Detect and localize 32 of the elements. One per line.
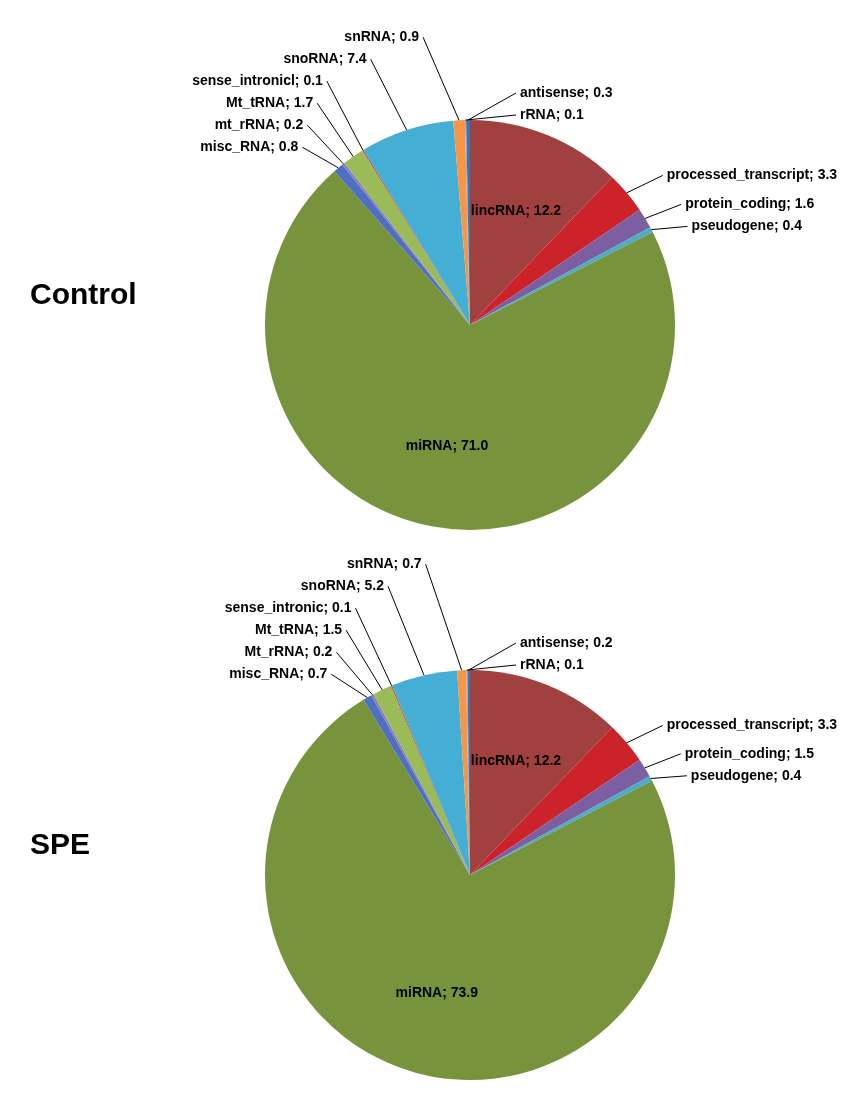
slice-label: rRNA; 0.1	[520, 106, 585, 123]
slice-label: sense_intronic; 0.1	[224, 599, 352, 616]
slice-label: pseudogene; 0.4	[690, 766, 802, 783]
slice-label: lincRNA; 12.2	[470, 201, 562, 218]
slice-label: antisense; 0.2	[520, 634, 613, 650]
slice-label: Mt_tRNA; 1.7	[226, 94, 314, 111]
pie-slice	[470, 177, 640, 325]
slice-label: misc_RNA; 0.7	[229, 665, 328, 682]
slice-label: snoRNA; 5.2	[300, 577, 385, 594]
slice-label: processed_transcript; 3.3	[666, 716, 838, 733]
pie-slice	[470, 727, 640, 875]
slice-label: snRNA; 0.7	[346, 555, 422, 572]
slice-label: lincRNA; 12.2	[470, 751, 562, 768]
slice-label: snoRNA; 7.4	[283, 50, 367, 67]
pie-slice	[470, 670, 613, 875]
text: SPE	[30, 827, 91, 860]
slice-label: misc_RNA; 0.8	[200, 138, 299, 155]
slice-label: pseudogene; 0.4	[691, 217, 803, 234]
pie-slice	[470, 120, 613, 325]
slice-label: protein_coding; 1.5	[684, 744, 815, 761]
slice-label: miRNA; 73.9	[395, 984, 479, 1001]
slice-label: snRNA; 0.9	[344, 28, 420, 45]
slice-label: processed_transcript; 3.3	[666, 166, 838, 183]
slice-label: mt_rRNA; 0.2	[214, 116, 304, 133]
slice-label: protein_coding; 1.6	[685, 195, 815, 212]
slice-label: miRNA; 71.0	[405, 436, 489, 453]
slice-label: Mt_rRNA; 0.2	[244, 643, 333, 660]
slice-label: antisense; 0.3	[520, 84, 613, 101]
slice-label: sense_intronicl; 0.1	[192, 72, 324, 89]
slice-label: rRNA; 0.1	[520, 656, 585, 672]
slice-label: Mt_tRNA; 1.5	[255, 621, 343, 638]
text: Control	[30, 277, 137, 310]
